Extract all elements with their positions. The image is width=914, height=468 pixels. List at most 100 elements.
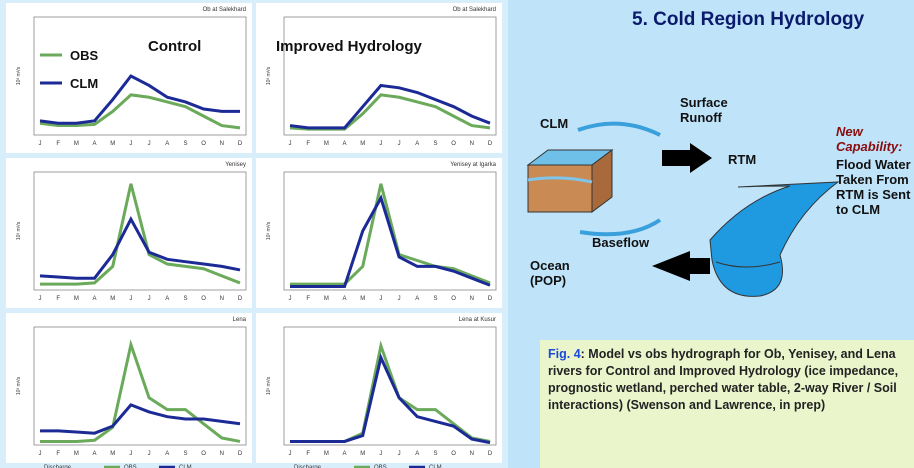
y-axis-label: 10³ m³/s [266,376,272,395]
rtm-label: RTM [728,152,756,167]
y-axis-label: 10³ m³/s [16,66,22,85]
chart-title: Lena at Kusur [459,317,496,323]
slide-title: 5. Cold Region Hydrology [632,12,864,27]
caption-fig: Fig. 4 [548,347,581,361]
x-tick-label: D [238,296,243,302]
x-tick-label: O [201,451,206,457]
x-tick-label: J [379,296,382,302]
x-tick-label: O [201,141,206,147]
x-tick-label: D [488,451,493,457]
chart-title: Yenisey [225,162,246,168]
caption: Fig. 4: Model vs obs hydrograph for Ob, … [540,340,914,468]
x-tick-label: A [165,296,169,302]
x-tick-label: J [379,141,382,147]
y-axis-label: 10³ m³/s [266,66,272,85]
surface-runoff-label: Surface Runoff [680,95,740,125]
x-tick-label: J [129,296,132,302]
x-tick-label: J [148,296,151,302]
x-tick-label: M [324,451,329,457]
legend-label: CLM [70,76,98,91]
x-tick-label: N [470,451,474,457]
x-tick-label: N [470,296,474,302]
x-tick-label: M [74,451,79,457]
x-tick-label: J [289,296,292,302]
chart-title: Lena [233,317,247,323]
chart-title: Yenisey at Igarka [450,162,496,168]
x-tick-label: A [93,141,97,147]
x-tick-label: J [398,296,401,302]
x-tick-label: M [360,296,365,302]
x-tick-label: S [433,451,437,457]
x-tick-label: A [93,296,97,302]
x-tick-label: J [398,141,401,147]
x-tick-label: M [110,141,115,147]
x-tick-label: O [201,296,206,302]
slide: J F M A M J J A S O N D Ob at Salekhard 10³ m³/s Contr… [0,0,914,468]
x-tick-label: A [415,141,419,147]
x-tick-label: A [165,451,169,457]
x-tick-label: M [110,296,115,302]
x-tick-label: J [39,296,42,302]
x-tick-label: N [220,296,224,302]
x-tick-label: O [451,296,456,302]
x-tick-label: S [433,141,437,147]
panel [256,3,502,153]
x-tick-label: A [415,451,419,457]
x-tick-label: M [74,296,79,302]
x-tick-label: M [110,451,115,457]
x-tick-label: N [220,451,224,457]
chart-subtitle: Control [148,38,201,55]
x-tick-label: F [306,296,310,302]
y-axis-label: 10³ m³/s [16,221,22,240]
x-tick-label: J [379,451,382,457]
x-tick-label: F [56,296,60,302]
x-tick-label: J [39,141,42,147]
x-tick-label: A [165,141,169,147]
x-tick-label: F [56,451,60,457]
x-tick-label: O [451,451,456,457]
x-tick-label: J [289,451,292,457]
x-tick-label: J [398,451,401,457]
x-tick-label: J [129,451,132,457]
x-tick-label: M [74,141,79,147]
x-tick-label: M [324,141,329,147]
x-tick-label: N [220,141,224,147]
x-tick-label: D [238,141,243,147]
x-tick-label: F [56,141,60,147]
x-tick-label: D [488,141,493,147]
x-tick-label: S [183,451,187,457]
x-tick-label: F [306,451,310,457]
x-tick-label: J [129,141,132,147]
x-tick-label: M [324,296,329,302]
caption-text: : Model vs obs hydrograph for Ob, Yenise… [548,347,898,412]
x-tick-label: J [289,141,292,147]
x-tick-label: S [183,141,187,147]
chart-title: Ob at Salekhard [453,7,496,13]
x-tick-label: J [148,141,151,147]
x-tick-label: D [488,296,493,302]
x-tick-label: S [183,296,187,302]
x-tick-label: A [343,296,347,302]
x-tick-label: M [360,141,365,147]
y-axis-label: 10³ m³/s [16,376,22,395]
baseflow-label: Baseflow [592,235,649,250]
new-capability-label: New Capability: [836,124,914,154]
x-tick-label: M [360,451,365,457]
x-tick-label: A [343,451,347,457]
x-tick-label: N [470,141,474,147]
ocean-label: Ocean (POP) [530,258,580,288]
x-tick-label: A [93,451,97,457]
x-tick-label: A [415,296,419,302]
x-tick-label: F [306,141,310,147]
clm-label: CLM [540,116,568,131]
chart-title: Ob at Salekhard [203,7,246,13]
x-tick-label: O [451,141,456,147]
legend-label: OBS [70,48,99,63]
y-axis-label: 10³ m³/s [266,221,272,240]
x-tick-label: J [39,451,42,457]
new-capability-text: Flood Water Taken From RTM is Sent to CL… [836,157,914,217]
x-tick-label: S [433,296,437,302]
x-tick-label: J [148,451,151,457]
chart-subtitle: Improved Hydrology [276,38,423,55]
x-tick-label: D [238,451,243,457]
